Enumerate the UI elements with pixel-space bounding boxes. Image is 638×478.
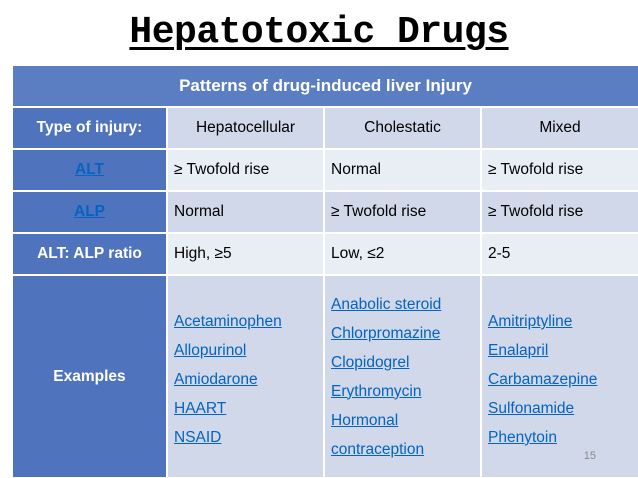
examples-hepatocellular: Acetaminophen Allopurinol Amiodarone HAA… bbox=[166, 274, 325, 478]
slide-title: Hepatotoxic Drugs bbox=[129, 11, 509, 54]
drug-link[interactable]: Carbamazepine bbox=[488, 371, 598, 388]
table-cell: ≥ Twofold rise bbox=[323, 190, 482, 234]
examples-mixed: Amitriptyline Enalapril Carbamazepine Su… bbox=[479, 274, 638, 478]
drug-link[interactable]: Phenytoin bbox=[488, 429, 557, 446]
drug-link[interactable]: Enalapril bbox=[488, 342, 549, 359]
drug-link[interactable]: NSAID bbox=[174, 429, 222, 446]
table-cell: ≥ Twofold rise bbox=[479, 190, 638, 234]
drug-link[interactable]: Clopidogrel bbox=[331, 353, 410, 371]
table-caption: Patterns of drug-induced liver Injury bbox=[10, 64, 638, 108]
drug-link[interactable]: contraception bbox=[331, 440, 425, 458]
column-header-hepatocellular: Hepatocellular bbox=[166, 106, 325, 150]
header-label: Type of injury: bbox=[11, 106, 168, 150]
table-cell: High, ≥5 bbox=[166, 232, 325, 276]
column-header-cholestatic: Cholestatic bbox=[323, 106, 482, 150]
table-cell: 2-5 bbox=[479, 232, 638, 276]
drug-link[interactable]: Allopurinol bbox=[174, 342, 247, 359]
table-row-examples: Examples Acetaminophen Allopurinol Amiod… bbox=[11, 274, 638, 478]
alp-link[interactable]: ALP bbox=[74, 203, 105, 220]
drug-link[interactable]: Erythromycin bbox=[331, 382, 422, 400]
table-cell: Normal bbox=[323, 148, 482, 192]
drug-link[interactable]: Chlorpromazine bbox=[331, 324, 441, 342]
alt-link[interactable]: ALT bbox=[75, 161, 104, 178]
table-row-alp: ALP Normal ≥ Twofold rise ≥ Twofold rise bbox=[11, 190, 638, 234]
table-cell: ≥ Twofold rise bbox=[479, 148, 638, 192]
drug-link[interactable]: Sulfonamide bbox=[488, 400, 575, 417]
page-number: 15 bbox=[583, 450, 596, 462]
table-cell: Normal bbox=[166, 190, 325, 234]
drug-link[interactable]: Hormonal bbox=[331, 411, 399, 429]
row-label-alp: ALP bbox=[11, 190, 168, 234]
drug-link[interactable]: Amiodarone bbox=[174, 371, 258, 388]
table-cell: Low, ≤2 bbox=[323, 232, 482, 276]
table-caption-row: Patterns of drug-induced liver Injury bbox=[10, 64, 638, 108]
row-label-alt: ALT bbox=[11, 148, 168, 192]
table-row-ratio: ALT: ALP ratio High, ≥5 Low, ≤2 2-5 bbox=[11, 232, 638, 276]
drug-link[interactable]: Anabolic steroid bbox=[331, 295, 442, 313]
table-cell: ≥ Twofold rise bbox=[166, 148, 325, 192]
drug-link[interactable]: Acetaminophen bbox=[174, 313, 282, 330]
row-label-ratio: ALT: ALP ratio bbox=[11, 232, 168, 276]
table-row-alt: ALT ≥ Twofold rise Normal ≥ Twofold rise bbox=[11, 148, 638, 192]
drug-link[interactable]: HAART bbox=[174, 400, 227, 417]
examples-cholestatic: Anabolic steroid Chlorpromazine Clopidog… bbox=[323, 274, 482, 478]
table-header-row: Type of injury: Hepatocellular Cholestat… bbox=[11, 106, 638, 150]
column-header-mixed: Mixed bbox=[479, 106, 638, 150]
drug-injury-table: Patterns of drug-induced liver Injury Ty… bbox=[10, 64, 638, 478]
drug-link[interactable]: Amitriptyline bbox=[488, 313, 573, 330]
row-label-examples: Examples bbox=[11, 274, 168, 478]
